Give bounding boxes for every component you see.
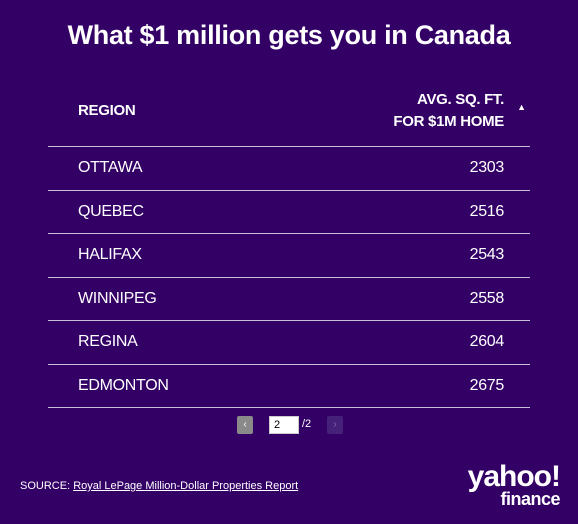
- column-header-sqft-line2: FOR $1M HOME: [393, 113, 504, 130]
- cell-sqft-value: 2558: [469, 289, 505, 307]
- chart-title: What $1 million gets you in Canada: [67, 20, 511, 50]
- previous-page-button[interactable]: ‹: [237, 416, 253, 434]
- cell-sqft-value: 2516: [469, 202, 505, 220]
- table-row: WINNIPEG 2558: [48, 278, 530, 321]
- cell-sqft-value: 2604: [469, 333, 505, 350]
- cell-region: WINNIPEG: [78, 289, 157, 307]
- data-table: REGION AVG. SQ. FT. FOR $1M HOME ▲ OTTAW…: [48, 82, 530, 408]
- cell-region: OTTAWA: [78, 159, 143, 176]
- table-row: HALIFAX 2543: [48, 234, 530, 278]
- table-body: OTTAWA 2303 QUEBEC 2516 HALIFAX 2543 WINNIPEG 2…: [48, 147, 530, 408]
- yahoo-finance-logo: yahoo! finance: [450, 460, 561, 509]
- next-page-button[interactable]: ›: [327, 416, 343, 434]
- cell-sqft-value: 2543: [469, 246, 505, 263]
- chevron-left-icon: ‹: [243, 419, 247, 430]
- cell-region: EDMONTON: [78, 376, 169, 394]
- cell-sqft-value: 2303: [469, 159, 505, 176]
- page-total: /2: [302, 418, 312, 430]
- table-row: EDMONTON 2675: [48, 365, 530, 408]
- logo-finance-text: finance: [500, 489, 560, 509]
- table-row: OTTAWA 2303: [48, 147, 530, 191]
- sort-ascending-icon[interactable]: ▲: [517, 102, 526, 112]
- table-header-row: REGION AVG. SQ. FT. FOR $1M HOME ▲: [48, 82, 530, 147]
- table-row: REGINA 2604: [48, 321, 530, 365]
- chevron-right-icon: ›: [333, 419, 337, 430]
- source-line: SOURCE: Royal LePage Million-Dollar Prop…: [20, 480, 298, 492]
- table-row: QUEBEC 2516: [48, 191, 530, 234]
- column-header-sqft[interactable]: AVG. SQ. FT. FOR $1M HOME: [393, 89, 504, 133]
- cell-sqft-value: 2675: [469, 376, 505, 394]
- source-prefix: SOURCE:: [20, 480, 74, 492]
- cell-region: HALIFAX: [78, 246, 142, 263]
- column-header-region[interactable]: REGION: [78, 102, 136, 119]
- pagination: ‹ /2 ›: [0, 416, 578, 434]
- logo-yahoo-text: yahoo!: [467, 460, 561, 493]
- page-number-input[interactable]: [269, 416, 299, 434]
- cell-region: QUEBEC: [78, 202, 144, 220]
- column-header-sqft-line1: AVG. SQ. FT.: [417, 91, 504, 108]
- cell-region: REGINA: [78, 333, 138, 350]
- source-link[interactable]: Royal LePage Million-Dollar Properties R…: [73, 480, 299, 492]
